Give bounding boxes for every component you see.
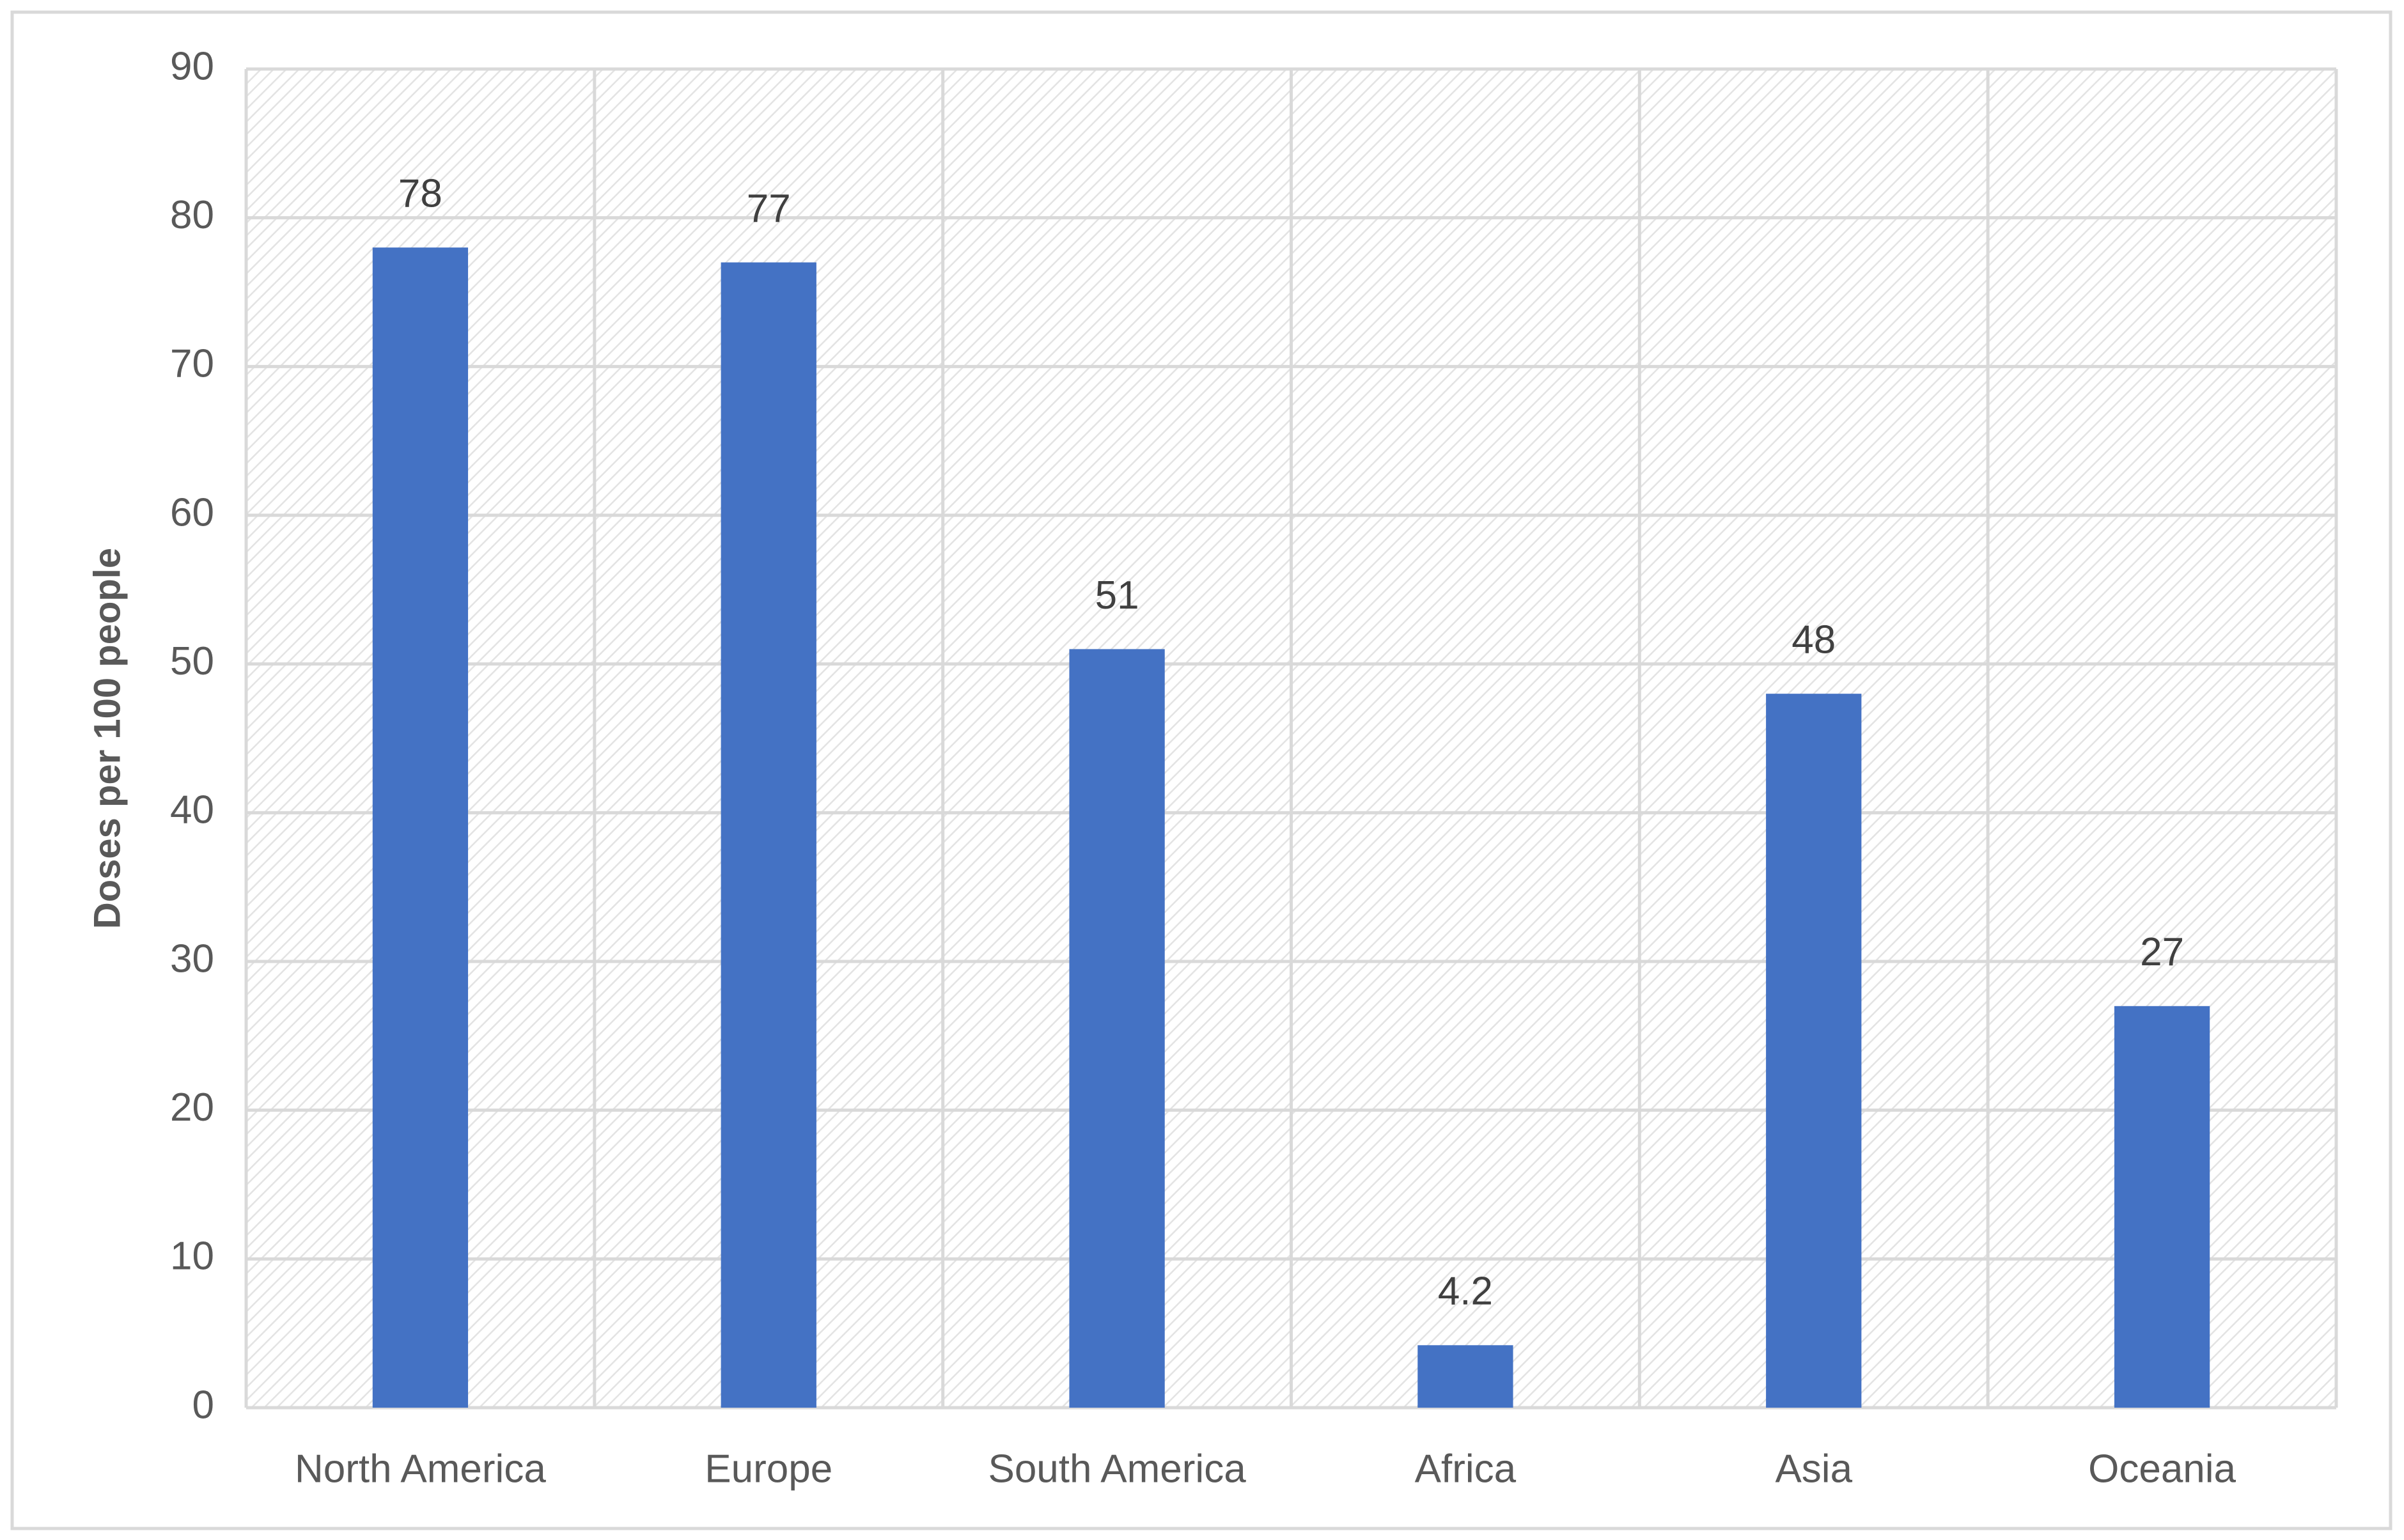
y-tick-label: 70 — [170, 342, 214, 386]
bar — [721, 262, 816, 1408]
bar — [2114, 1006, 2210, 1408]
data-label: 51 — [1095, 573, 1139, 618]
bar — [372, 247, 469, 1408]
data-label: 77 — [747, 187, 791, 231]
x-tick-label: Oceania — [2088, 1447, 2236, 1491]
x-tick-label: South America — [988, 1447, 1246, 1491]
y-axis-title: Doses per 100 people — [86, 548, 128, 929]
x-tick-label: Africa — [1415, 1447, 1517, 1491]
y-tick-label: 90 — [170, 44, 214, 88]
bar — [1069, 649, 1165, 1408]
y-tick-label: 30 — [170, 937, 214, 981]
data-label: 48 — [1791, 618, 1836, 662]
bar — [1417, 1345, 1513, 1408]
x-tick-label: North America — [295, 1447, 546, 1491]
y-tick-label: 0 — [192, 1383, 214, 1427]
y-tick-label: 80 — [170, 193, 214, 237]
data-label: 27 — [2140, 930, 2184, 974]
data-label: 4.2 — [1438, 1270, 1493, 1314]
y-tick-label: 60 — [170, 490, 214, 534]
y-tick-label: 10 — [170, 1234, 214, 1279]
x-tick-label: Europe — [705, 1447, 832, 1491]
data-label: 78 — [398, 172, 442, 216]
y-tick-label: 40 — [170, 788, 214, 832]
y-tick-label: 20 — [170, 1085, 214, 1130]
x-tick-label: Asia — [1775, 1447, 1852, 1491]
bar — [1766, 694, 1862, 1408]
y-tick-label: 50 — [170, 639, 214, 683]
